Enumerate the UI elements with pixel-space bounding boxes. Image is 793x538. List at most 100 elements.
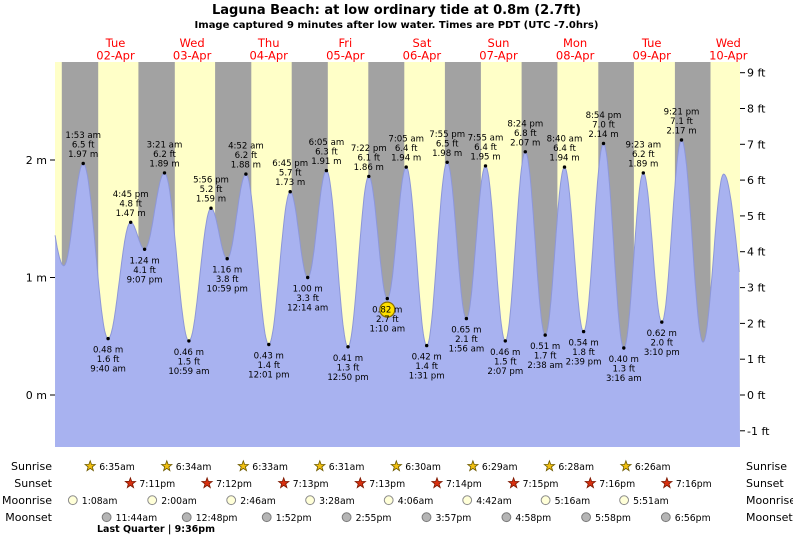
tide-event-label: 0.46 m 1.5 ft 2:07 pm <box>487 348 523 377</box>
astro-time: 7:15pm <box>523 479 559 490</box>
tide-event-dot <box>562 165 567 169</box>
astro-label-left: Sunrise <box>11 460 52 473</box>
tide-event-dot <box>385 296 389 301</box>
sunrise-star-icon <box>237 459 250 472</box>
tide-event-label: 7:22 pm 6.1 ft 1.86 m <box>351 144 387 173</box>
sunrise-star-icon <box>543 459 556 472</box>
astro-time: 7:13pm <box>369 479 405 490</box>
day-label: Sun 07-Apr <box>479 36 518 63</box>
tide-event-dot <box>244 172 248 176</box>
astro-time: 5:51am <box>633 496 669 507</box>
tide-event-label: 0.48 m 1.6 ft 9:40 am <box>90 346 126 375</box>
tide-event-dot <box>445 160 449 164</box>
sunset-star-icon <box>124 476 137 489</box>
astro-time: 7:14pm <box>446 479 482 490</box>
moonrise-icon <box>619 495 629 506</box>
tide-event-label: 5:56 pm 5.2 ft 1.59 m <box>193 176 229 205</box>
axis-label: 1 m <box>26 272 47 285</box>
astro-time: 5:58pm <box>595 513 631 524</box>
tide-event-label: 8:54 pm 7.0 ft 2.14 m <box>586 111 622 140</box>
tide-event-dot <box>581 329 586 334</box>
tide-event-label: 1:53 am 6.5 ft 1.97 m <box>65 131 101 160</box>
sunset-star-icon <box>354 476 367 489</box>
astro-time: 4:06am <box>398 496 434 507</box>
sunrise-star-icon <box>83 459 97 472</box>
astro-label-left: Sunset <box>14 477 52 490</box>
moonrise-icon <box>305 495 316 506</box>
moonset-icon <box>581 512 591 523</box>
tide-event-label: 0.41 m 1.3 ft 12:50 pm <box>327 354 368 383</box>
astro-time: 7:11pm <box>139 479 175 490</box>
astro-time: 4:42am <box>476 496 512 507</box>
tide-event-label: 3:21 am 6.2 ft 1.89 m <box>147 140 183 169</box>
day-labels: Tue 02-Apr Wed 03-Apr Thu 04-Apr Fri 05-Apr Sat 0… <box>96 36 747 63</box>
sunset-star-icon <box>430 476 444 489</box>
sunset-star-icon <box>507 476 520 489</box>
axis-label: -1 ft <box>747 425 770 438</box>
tide-event-dot <box>622 346 626 350</box>
page-title: Laguna Beach: at low ordinary tide at 0.… <box>211 3 582 18</box>
tide-event-dot <box>81 161 85 166</box>
astro-time: 3:28am <box>319 496 355 507</box>
astro-row-moonset: Moonset Moonset 11:44am 12:48pm 1:52pm 2:55pm… <box>5 511 793 524</box>
axis-label: 5 ft <box>747 210 766 223</box>
astro-label-left: Moonset <box>5 511 52 524</box>
tide-event-dot <box>641 171 645 175</box>
moonrise-icon <box>67 495 78 506</box>
tide-event-dot <box>162 171 167 175</box>
right-axis: 9 ft 8 ft 7 ft 6 ft 5 ft 4 ft 3 ft 2 ft 1 ft 0 ft… <box>740 67 770 438</box>
sunrise-star-icon <box>466 459 480 472</box>
astro-time: 6:33am <box>252 462 288 473</box>
tide-event-label: 4:52 am 6.2 ft 1.88 m <box>228 142 264 171</box>
tide-event-label: 1.16 m 3.8 ft 10:59 pm <box>207 266 248 295</box>
astro-time: 4:58pm <box>515 513 551 524</box>
tide-event-label: 7:05 am 6.4 ft 1.94 m <box>388 135 424 164</box>
axis-label: 3 ft <box>747 282 766 295</box>
tide-event-dot <box>225 257 229 261</box>
astro-time: 6:56pm <box>675 513 711 524</box>
moonrise-icon <box>462 495 473 506</box>
axis-label: 7 ft <box>747 138 766 151</box>
current-tide-marker <box>379 301 396 318</box>
tide-event-dot <box>288 190 292 194</box>
astro-time: 6:34am <box>176 462 212 473</box>
tide-event-dot <box>367 174 371 179</box>
astro-time: 3:57pm <box>436 513 472 524</box>
moonset-icon <box>181 512 192 523</box>
tide-event-label: 6:05 am 6.3 ft 1.91 m <box>309 138 345 167</box>
tide-event-dot <box>404 165 408 169</box>
day-label: Wed 03-Apr <box>173 36 212 63</box>
tide-event-label: 9:23 am 6.2 ft 1.89 m <box>625 140 661 169</box>
sunrise-star-icon <box>313 459 327 472</box>
astro-time: 12:48pm <box>196 513 238 524</box>
tide-event-dot <box>106 336 110 341</box>
sunrise-star-icon <box>390 459 403 472</box>
moon-phase-note: Last Quarter | 9:36pm <box>97 524 215 535</box>
tide-event-dot <box>142 247 147 251</box>
day-label: Fri 05-Apr <box>326 36 365 63</box>
astro-time: 6:29am <box>482 462 518 473</box>
sunset-star-icon <box>584 476 597 489</box>
axis-label: 1 ft <box>747 353 766 366</box>
tide-event-label: 4:45 pm 4.8 ft 1.47 m <box>113 190 149 219</box>
tide-event-label: 0.42 m 1.4 ft 1:31 pm <box>409 353 445 382</box>
tide-event-label: 0.51 m 1.7 ft 2:38 am <box>527 342 563 371</box>
tide-event-dot <box>187 339 191 343</box>
left-axis: 2 m 1 m 0 m <box>26 154 55 402</box>
astro-row-sunset: Sunset Sunset 7:11pm 7:12pm 7:13pm 7:13pm 7:14… <box>14 476 784 490</box>
axis-label: 0 ft <box>747 389 766 402</box>
axis-label: 8 ft <box>747 103 766 116</box>
astro-time: 7:12pm <box>216 479 252 490</box>
astro-time: 7:13pm <box>293 479 329 490</box>
tide-event-label: 0.40 m 1.3 ft 3:16 am <box>606 355 642 384</box>
astro-time: 6:26am <box>635 462 671 473</box>
tide-event-label: 0.46 m 1.5 ft 10:59 am <box>168 348 209 377</box>
tide-event-dot <box>267 342 271 347</box>
astro-time: 6:35am <box>99 462 135 473</box>
moonrise-icon <box>226 495 237 506</box>
axis-label: 2 ft <box>747 317 766 330</box>
sunrise-star-icon <box>160 459 174 472</box>
tide-event-dot <box>679 138 684 142</box>
tide-event-label: 8:24 pm 6.8 ft 2.07 m <box>507 119 543 148</box>
